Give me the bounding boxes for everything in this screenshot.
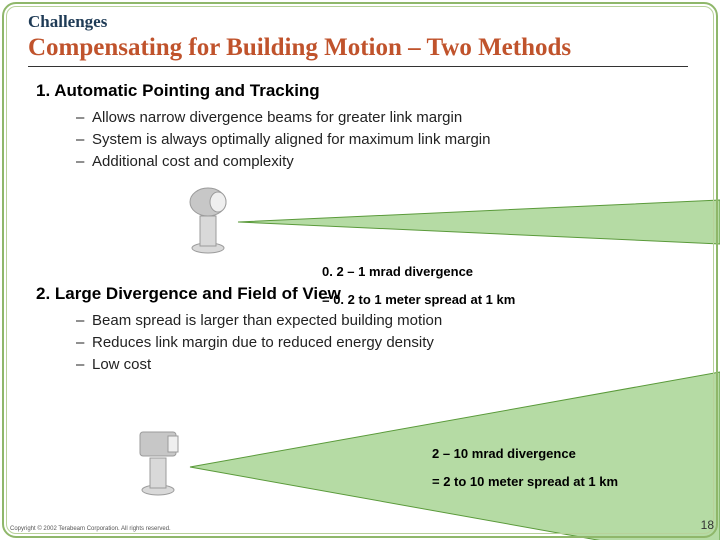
figure2-caption-divergence: 2 – 10 mrad divergence — [432, 446, 576, 461]
section1-bullets: Allows narrow divergence beams for great… — [76, 107, 700, 172]
slide: { "colors": { "frame_outer": "#8fb76a", … — [0, 0, 720, 540]
copyright-text: Copyright © 2002 Terabeam Corporation. A… — [10, 526, 171, 532]
slide-content: Challenges Compensating for Building Mot… — [28, 12, 700, 376]
list-item: Beam spread is larger than expected buil… — [76, 310, 700, 332]
figure1-caption-spread: = 0. 2 to 1 meter spread at 1 km — [322, 292, 515, 307]
title-rule — [28, 66, 688, 67]
device-wide — [128, 424, 198, 504]
list-item: System is always optimally aligned for m… — [76, 129, 700, 151]
list-item: Reduces link margin due to reduced energ… — [76, 332, 700, 354]
slide-category: Challenges — [28, 12, 700, 32]
figure2-caption-spread: = 2 to 10 meter spread at 1 km — [432, 474, 618, 489]
figure1-caption-divergence: 0. 2 – 1 mrad divergence — [322, 264, 473, 279]
list-item: Low cost — [76, 354, 700, 376]
section1-heading: 1. Automatic Pointing and Tracking — [36, 81, 700, 101]
page-number: 18 — [701, 518, 714, 532]
list-item: Allows narrow divergence beams for great… — [76, 107, 700, 129]
slide-title: Compensating for Building Motion – Two M… — [28, 34, 700, 62]
list-item: Additional cost and complexity — [76, 151, 700, 173]
section2-bullets: Beam spread is larger than expected buil… — [76, 310, 700, 375]
